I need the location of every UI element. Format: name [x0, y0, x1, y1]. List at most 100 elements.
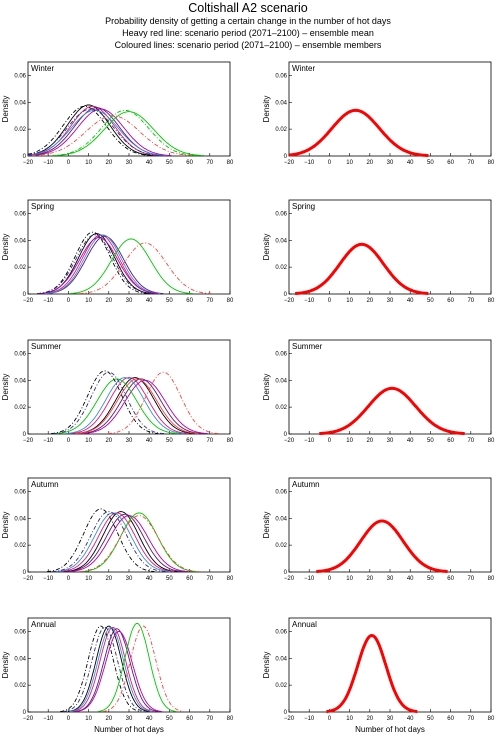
y-tick-label: 0.06 — [275, 73, 287, 79]
x-tick-label: −20 — [23, 160, 34, 166]
x-tick-label: −10 — [43, 716, 54, 722]
x-tick-label: 50 — [166, 576, 173, 582]
panel-autumn-members: −20 −10 0 10 20 30 40 50 60 70 80 0 0.02 0.04 0.06 Dens… — [1, 477, 234, 582]
x-tick-label: 50 — [427, 160, 434, 166]
y-tick-label: 0.04 — [275, 378, 287, 384]
x-tick-label: 10 — [85, 298, 92, 304]
y-axis-label: Density — [1, 234, 10, 261]
season-label: Autumn — [292, 480, 320, 489]
x-tick-label: −10 — [304, 576, 315, 582]
x-tick-label: 20 — [105, 576, 112, 582]
y-tick-label: 0.02 — [275, 683, 287, 689]
x-tick-label: 50 — [166, 716, 173, 722]
x-tick-label: 80 — [227, 160, 234, 166]
x-tick-label: 40 — [407, 438, 414, 444]
x-tick-label: 10 — [346, 298, 353, 304]
y-tick-label: 0 — [23, 154, 27, 160]
ensemble-member-curve — [64, 511, 178, 573]
x-tick-label: 70 — [467, 576, 474, 582]
ensemble-member-curve — [79, 515, 199, 572]
y-tick-label: 0.04 — [14, 516, 26, 522]
ensemble-member-curve — [65, 377, 185, 434]
x-tick-label: 0 — [328, 716, 332, 722]
ensemble-member-curve — [29, 108, 172, 157]
ensemble-member-curve — [39, 237, 159, 294]
x-tick-label: −10 — [304, 716, 315, 722]
ensemble-member-curve — [55, 512, 171, 573]
x-tick-label: 50 — [427, 298, 434, 304]
x-axis-label: Number of hot days — [94, 725, 164, 734]
y-axis-label: Density — [262, 512, 271, 539]
y-tick-label: 0.06 — [275, 351, 287, 357]
y-tick-label: 0 — [284, 570, 288, 576]
x-tick-label: −20 — [284, 716, 295, 722]
x-tick-label: 20 — [105, 716, 112, 722]
y-tick-label: 0.04 — [275, 238, 287, 244]
y-tick-label: 0 — [23, 570, 27, 576]
ensemble-member-curve — [46, 235, 164, 295]
ensemble-member-curve — [27, 108, 162, 157]
x-tick-label: 30 — [387, 298, 394, 304]
x-tick-label: 30 — [387, 160, 394, 166]
ensemble-member-curve — [52, 109, 198, 157]
x-tick-label: 70 — [206, 298, 213, 304]
season-label: Summer — [31, 342, 62, 351]
ensemble-member-curve — [107, 371, 219, 435]
ensemble-member-curve — [69, 238, 193, 295]
x-tick-label: 80 — [488, 716, 495, 722]
panel-winter-mean: −20 −10 0 10 20 30 40 50 60 70 80 0 0.02 0.04 0.06 Dens… — [262, 61, 495, 166]
ensemble-mean-curve — [295, 242, 429, 295]
y-tick-label: 0.04 — [14, 656, 26, 662]
x-tick-label: 70 — [206, 438, 213, 444]
season-label: Winter — [31, 64, 54, 73]
y-axis-label: Density — [262, 96, 271, 123]
ensemble-member-curve — [75, 377, 195, 434]
x-tick-label: 10 — [346, 438, 353, 444]
ensemble-member-curve — [75, 630, 163, 713]
y-tick-label: 0.02 — [275, 127, 287, 133]
ensemble-member-curve — [82, 379, 208, 435]
x-tick-label: 50 — [427, 716, 434, 722]
ensemble-member-curve — [79, 378, 203, 435]
ensemble-member-curve — [54, 111, 204, 157]
x-tick-label: 20 — [366, 160, 373, 166]
x-tick-label: 50 — [166, 438, 173, 444]
y-tick-label: 0.02 — [14, 543, 26, 549]
x-tick-label: 0 — [67, 298, 71, 304]
panel-spring-members: −20 −10 0 10 20 30 40 50 60 70 80 0 0.02 0.04 0.06 Dens… — [1, 199, 234, 304]
x-tick-label: −20 — [23, 716, 34, 722]
x-tick-label: −20 — [23, 576, 34, 582]
y-tick-label: 0.02 — [14, 127, 26, 133]
x-tick-label: 10 — [346, 576, 353, 582]
x-tick-label: −20 — [284, 438, 295, 444]
legend-note-members: Coloured lines: scenario period (2071–21… — [115, 40, 382, 50]
x-tick-label: −10 — [43, 298, 54, 304]
ensemble-mean-curve — [326, 633, 418, 714]
x-tick-label: 0 — [67, 438, 71, 444]
x-tick-label: 0 — [328, 160, 332, 166]
x-tick-label: 30 — [126, 298, 133, 304]
ensemble-member-curve — [60, 625, 142, 712]
season-label: Summer — [292, 342, 323, 351]
x-tick-label: 10 — [346, 160, 353, 166]
y-tick-label: 0 — [23, 432, 27, 438]
y-axis-label: Density — [262, 234, 271, 261]
x-tick-label: −10 — [304, 438, 315, 444]
x-tick-label: −20 — [23, 298, 34, 304]
x-tick-label: −20 — [284, 160, 295, 166]
x-tick-label: 30 — [126, 160, 133, 166]
x-tick-label: 70 — [467, 438, 474, 444]
ensemble-member-curve — [66, 513, 184, 573]
ensemble-member-curve — [63, 626, 147, 713]
panel-frame — [27, 199, 231, 295]
chart-subtitle: Probability density of getting a certain… — [105, 16, 391, 26]
x-tick-label: −10 — [304, 160, 315, 166]
x-tick-label: −20 — [284, 298, 295, 304]
x-tick-label: 20 — [105, 160, 112, 166]
x-tick-label: 30 — [126, 438, 133, 444]
x-tick-label: 0 — [67, 160, 71, 166]
x-tick-label: 10 — [85, 438, 92, 444]
x-tick-label: 10 — [346, 716, 353, 722]
x-tick-label: 40 — [407, 160, 414, 166]
